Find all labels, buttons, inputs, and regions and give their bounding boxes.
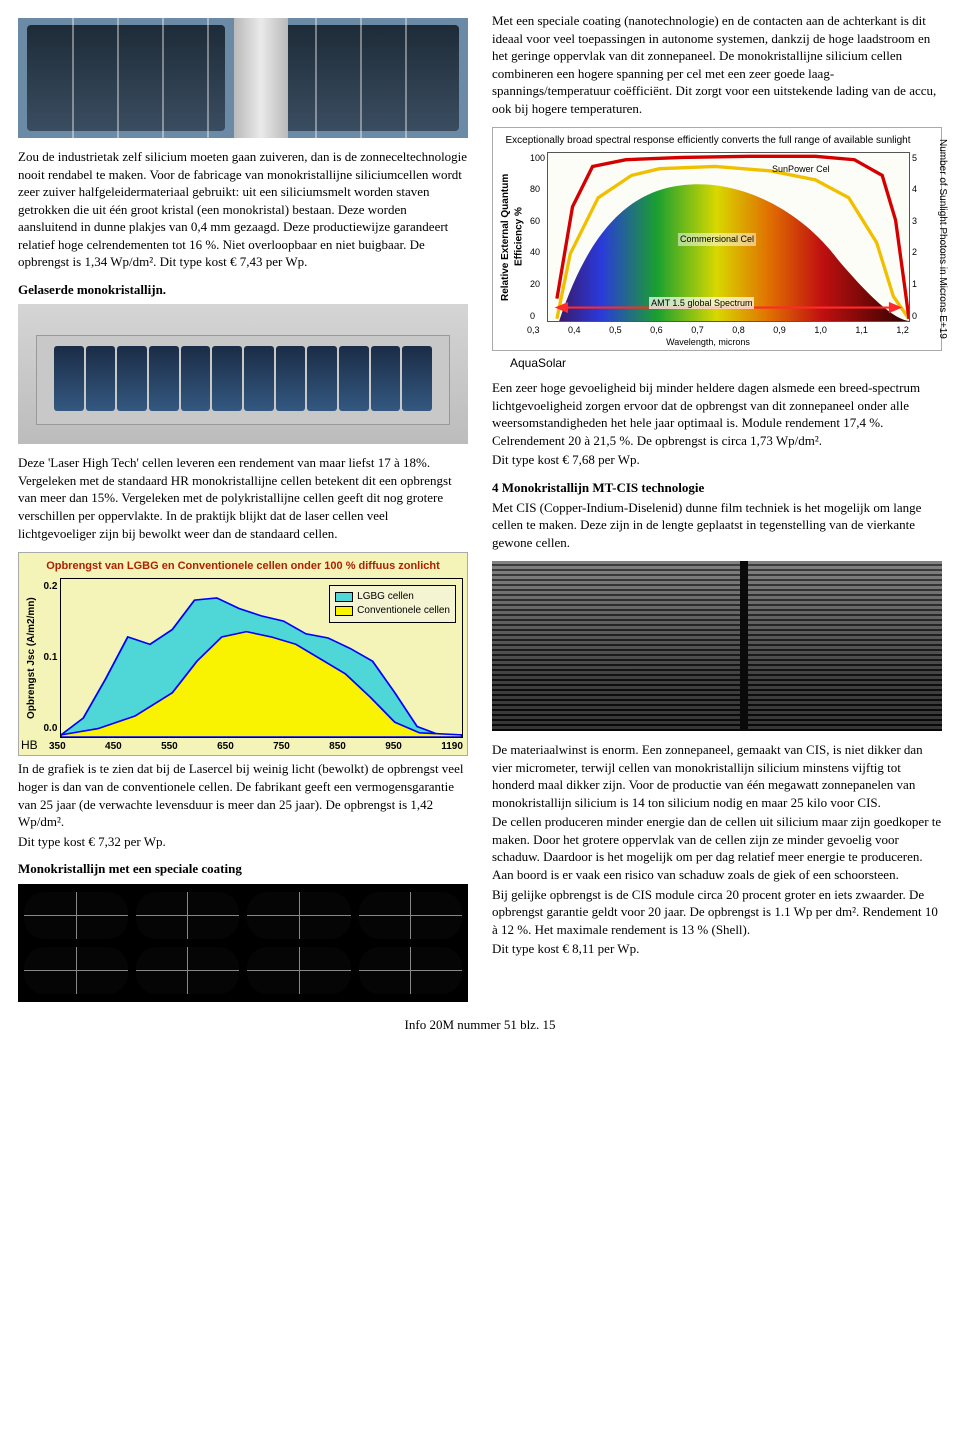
para-spectral-price: Dit type kost € 7,68 per Wp. bbox=[492, 451, 942, 469]
para-mono-intro: Zou de industrietak zelf silicium moeten… bbox=[18, 148, 468, 271]
aquasolar-caption: AquaSolar bbox=[510, 355, 942, 371]
right-column: Met een speciale coating (nanotechnologi… bbox=[492, 12, 942, 1002]
para-cis-material: De materiaalwinst is enorm. Een zonnepan… bbox=[492, 741, 942, 811]
left-column: Zou de industrietak zelf silicium moeten… bbox=[18, 12, 468, 1002]
laser-panel-image bbox=[18, 304, 468, 444]
para-cis-intro: Met CIS (Copper-Indium-Diselenid) dunne … bbox=[492, 499, 942, 552]
para-laser: Deze 'Laser High Tech' cellen leveren ee… bbox=[18, 454, 468, 542]
solar-cell-image bbox=[18, 18, 468, 138]
ytick: 0.1 bbox=[44, 651, 58, 665]
para-cis-size: Bij gelijke opbrengst is de CIS module c… bbox=[492, 886, 942, 939]
commercial-label: Commersional Cel bbox=[678, 233, 756, 245]
ytick: 0.2 bbox=[44, 580, 58, 594]
para-cis-price: Dit type kost € 8,11 per Wp. bbox=[492, 940, 942, 958]
amt-label: AMT 1.5 global Spectrum bbox=[649, 297, 754, 309]
ytick: 0.0 bbox=[44, 722, 58, 736]
lgbg-y-label: Opbrengst Jsc (A/m2/mn) bbox=[23, 578, 41, 738]
sunpower-label: SunPower Cel bbox=[772, 163, 830, 175]
page-footer: Info 20M nummer 51 blz. 15 bbox=[18, 1016, 942, 1034]
spectral-title: Exceptionally broad spectral response ef… bbox=[497, 134, 919, 148]
para-cis-energy: De cellen produceren minder energie dan … bbox=[492, 813, 942, 883]
lgbg-x-ticks: 350450 550650 750850 9501190 bbox=[23, 738, 463, 754]
heading-gelaserde: Gelaserde monokristallijn. bbox=[18, 281, 468, 299]
para-lgbg-price: Dit type kost € 7,32 per Wp. bbox=[18, 833, 468, 851]
lgbg-chart: Opbrengst van LGBG en Conventionele cell… bbox=[18, 552, 468, 756]
lgbg-chart-title: Opbrengst van LGBG en Conventionele cell… bbox=[23, 559, 463, 574]
spectral-x-ticks: 0,30,4 0,50,6 0,70,8 0,91,0 1,11,2 bbox=[497, 322, 919, 336]
heading-cis: 4 Monokristallijn MT-CIS technologie bbox=[492, 479, 942, 497]
para-lgbg-after: In de grafiek is te zien dat bij de Lase… bbox=[18, 760, 468, 830]
coating-panel-image bbox=[18, 884, 468, 1002]
para-coating-desc: Met een speciale coating (nanotechnologi… bbox=[492, 12, 942, 117]
heading-coating: Monokristallijn met een speciale coating bbox=[18, 860, 468, 878]
legend-label: LGBG cellen bbox=[357, 590, 414, 604]
spectral-x-label: Wavelength, microns bbox=[497, 336, 919, 348]
lgbg-legend: LGBG cellen Conventionele cellen bbox=[329, 585, 456, 623]
spectral-y2-label: Number of Sunlight Photons in Microns E+… bbox=[936, 128, 950, 350]
cis-panel-image bbox=[492, 561, 942, 731]
hb-caption: HB bbox=[21, 737, 38, 753]
para-spectral-after: Een zeer hoge gevoeligheid bij minder he… bbox=[492, 379, 942, 449]
spectral-chart: Exceptionally broad spectral response ef… bbox=[492, 127, 942, 351]
spectral-y-label: Relative External Quantum Efficiency % bbox=[497, 152, 528, 322]
legend-label: Conventionele cellen bbox=[357, 604, 450, 618]
